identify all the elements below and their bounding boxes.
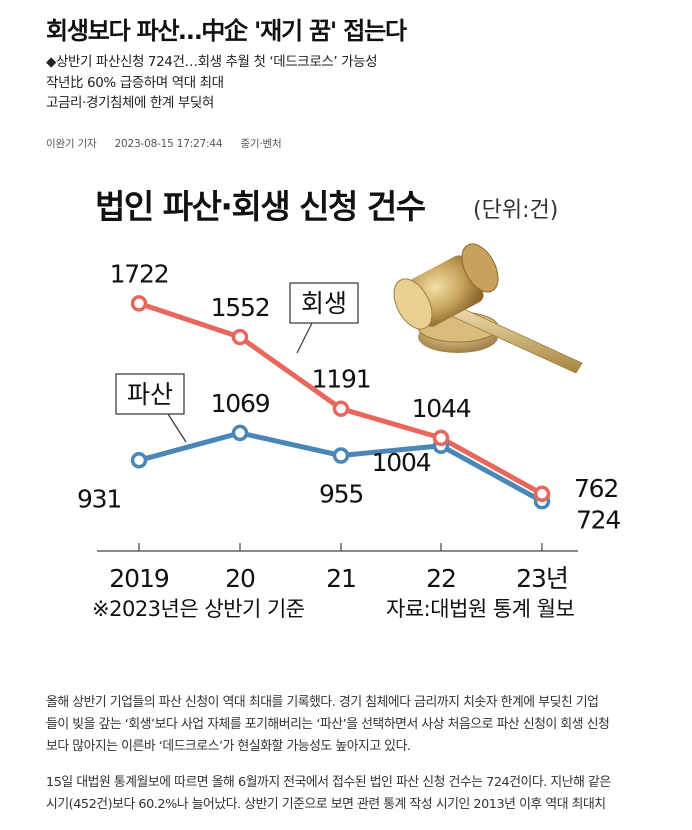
chart-unit: (단위:건) [473,198,558,223]
line-chart: 법인 파산·회생 신청 건수 (단위:건) 931 1069 955 1004 724 1… [77,187,622,621]
x-tick-label: 20 [225,564,255,593]
data-label-파산: 955 [319,480,363,509]
chart-footnote: ※2023년은 상반기 기준 [92,597,305,621]
article-body: 올해 상반기 기업들의 파산 신청이 역대 최대를 기록했다. 경기 침체에다 … [46,692,658,830]
legend-label-회생: 회생 [301,289,347,318]
gavel-icon [393,243,583,374]
data-point-회생 [130,295,148,312]
x-tick-label: 22 [426,564,456,593]
body-paragraph-2: 15일 대법원 통계월보에 따르면 올해 6월까지 전국에서 접수된 법인 파산… [46,775,611,812]
data-label-파산: 1069 [211,389,270,418]
section-name[interactable]: 중기·벤처 [240,138,282,150]
data-label-회생: 1552 [211,293,270,322]
data-point-회생 [533,485,551,503]
summary-line-2: 작년比 60% 급증하며 역대 최대 [46,74,224,91]
chart-source: 자료:대법원 통계 월보 [386,597,574,621]
data-point-회생 [332,400,350,417]
article-headline: 회생보다 파산…中企 '재기 꿈' 접는다 [46,17,407,45]
chart-title: 법인 파산·회생 신청 건수 [95,187,426,226]
data-label-회생: 1191 [312,365,371,394]
data-point-파산 [332,447,350,464]
data-label-파산: 931 [77,484,121,513]
legend-callout-파산: 파산 [115,373,187,443]
data-label-회생: 762 [574,474,618,503]
article-meta: 이완기 기자 2023-08-15 17:27:44 중기·벤처 [46,136,296,151]
data-point-파산 [231,424,249,442]
author-name[interactable]: 이완기 기자 [46,138,97,150]
data-label-회생: 1044 [412,394,471,423]
x-tick-label: 2019 [109,564,169,593]
data-point-파산 [130,452,148,469]
summary-line-1: ◆상반기 파산신청 724건…회생 추월 첫 ‘데드크로스’ 가능성 [46,54,378,70]
chart-figure: 법인 파산·회생 신청 건수 (단위:건) 931 1069 955 1004 724 1… [0,165,692,645]
legend-label-파산: 파산 [127,380,173,409]
data-point-회생 [231,328,249,346]
legend-callout-회생: 회생 [289,282,359,354]
data-point-회생 [432,429,450,447]
summary-line-3: 고금리·경기침체에 한계 부딪혀 [46,95,214,111]
article-summary: ◆상반기 파산신청 724건…회생 추월 첫 ‘데드크로스’ 가능성 작년比 6… [46,52,666,114]
x-tick-label: 21 [326,564,356,593]
data-label-파산: 724 [576,505,620,534]
x-tick-label: 23년 [516,564,568,593]
data-label-회생: 1722 [110,259,169,288]
data-label-파산: 1004 [372,448,431,477]
publish-datetime: 2023-08-15 17:27:44 [114,138,223,150]
body-paragraph-1: 올해 상반기 기업들의 파산 신청이 역대 최대를 기록했다. 경기 침체에다 … [46,695,610,754]
